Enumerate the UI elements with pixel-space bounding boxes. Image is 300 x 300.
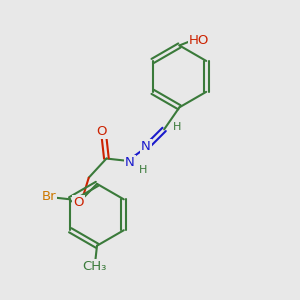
Text: O: O — [74, 196, 84, 209]
Text: Br: Br — [41, 190, 56, 203]
Text: CH₃: CH₃ — [82, 260, 106, 273]
Text: N: N — [141, 140, 151, 153]
Text: HO: HO — [189, 34, 209, 47]
Text: H: H — [139, 165, 147, 175]
Text: O: O — [97, 125, 107, 138]
Text: H: H — [172, 122, 181, 132]
Text: N: N — [125, 156, 135, 169]
